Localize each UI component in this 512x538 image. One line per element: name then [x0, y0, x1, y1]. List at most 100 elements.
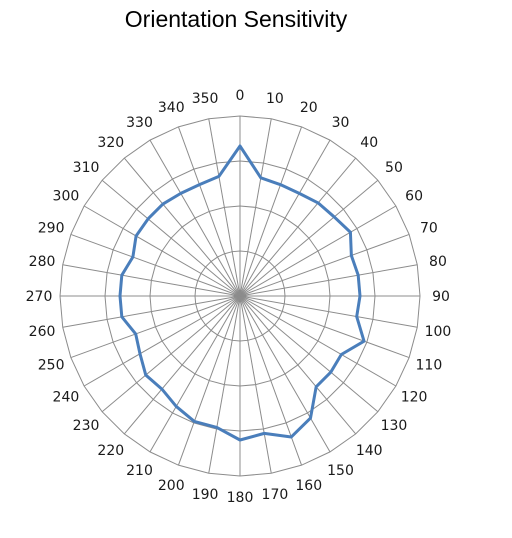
tick-label-130: 130: [381, 418, 408, 434]
data-point-40: [316, 201, 320, 205]
data-point-120: [340, 353, 343, 356]
grid-spoke-330: [149, 139, 241, 297]
data-point-0: [238, 144, 242, 148]
data-point-180: [238, 438, 242, 442]
tick-label-50: 50: [385, 160, 403, 176]
tick-label-340: 340: [158, 100, 185, 116]
grid-spoke-20: [239, 126, 303, 297]
data-point-280: [120, 273, 124, 277]
grid-spoke-110: [239, 295, 410, 359]
data-point-150: [309, 416, 312, 420]
tick-label-250: 250: [38, 358, 65, 374]
tick-label-60: 60: [405, 189, 423, 205]
tick-label-320: 320: [97, 135, 124, 151]
tick-label-160: 160: [295, 478, 322, 494]
grid-spoke-350: [208, 118, 241, 297]
grid-spoke-310: [101, 179, 241, 297]
grid-spoke-100: [239, 295, 418, 328]
tick-label-350: 350: [192, 91, 219, 107]
data-point-70: [350, 254, 353, 257]
tick-label-240: 240: [53, 390, 80, 406]
grid-spoke-250: [70, 295, 241, 359]
data-point-320: [161, 202, 165, 206]
grid-spoke-130: [239, 295, 379, 413]
tick-label-100: 100: [425, 324, 452, 340]
data-point-270: [118, 294, 122, 298]
tick-label-110: 110: [416, 358, 443, 374]
grid-spoke-340: [177, 126, 241, 297]
tick-label-180: 180: [227, 490, 254, 506]
data-point-190: [215, 426, 219, 429]
data-point-220: [160, 387, 164, 391]
data-point-20: [279, 183, 282, 186]
tick-label-270: 270: [26, 289, 53, 305]
grid-spoke-190: [208, 295, 241, 474]
tick-label-30: 30: [332, 115, 350, 131]
data-point-60: [349, 231, 352, 234]
data-point-230: [144, 373, 147, 377]
tick-label-90: 90: [432, 289, 450, 305]
grid-spoke-220: [123, 295, 241, 435]
grid-spoke-210: [149, 295, 241, 453]
data-point-260: [120, 315, 124, 319]
grid-spoke-120: [239, 295, 397, 387]
data-point-10: [259, 176, 263, 180]
grid-spoke-170: [239, 295, 272, 474]
tick-label-280: 280: [29, 254, 56, 270]
data-point-330: [179, 192, 182, 195]
tick-label-220: 220: [97, 443, 124, 459]
tick-label-290: 290: [38, 220, 65, 236]
chart-title: Orientation Sensitivity: [124, 6, 348, 32]
grid-spoke-140: [239, 295, 357, 435]
data-point-350: [217, 175, 221, 178]
data-point-50: [333, 215, 336, 219]
tick-label-230: 230: [73, 418, 100, 434]
tick-label-80: 80: [429, 254, 447, 270]
data-point-80: [356, 273, 360, 277]
grid-spoke-290: [70, 233, 241, 297]
tick-label-10: 10: [266, 91, 284, 107]
tick-label-70: 70: [420, 220, 438, 236]
data-point-90: [358, 294, 362, 298]
data-point-30: [298, 192, 301, 195]
grid-spoke-320: [123, 157, 241, 297]
grid-spoke-240: [83, 295, 241, 387]
data-point-300: [134, 234, 138, 238]
grid-spoke-200: [177, 295, 241, 466]
tick-label-310: 310: [73, 160, 100, 176]
tick-label-120: 120: [401, 390, 428, 406]
tick-label-260: 260: [29, 324, 56, 340]
grid-spoke-50: [239, 179, 379, 297]
data-point-210: [175, 405, 178, 408]
tick-label-0: 0: [236, 88, 245, 104]
data-point-340: [198, 183, 201, 186]
tick-label-200: 200: [158, 478, 185, 494]
data-point-290: [131, 255, 135, 259]
data-point-110: [362, 339, 366, 343]
grid-spoke-30: [239, 139, 331, 297]
grid-spoke-150: [239, 295, 331, 453]
tick-label-140: 140: [356, 443, 383, 459]
tick-label-300: 300: [53, 189, 80, 205]
data-point-240: [138, 352, 142, 355]
tick-label-210: 210: [126, 463, 153, 479]
data-point-200: [193, 420, 196, 423]
data-point-100: [355, 315, 358, 318]
tick-label-20: 20: [300, 100, 318, 116]
tick-label-40: 40: [360, 135, 378, 151]
grid-spoke-10: [239, 118, 272, 297]
data-point-170: [263, 432, 266, 435]
grid-spoke-300: [83, 205, 241, 297]
data-point-310: [146, 217, 150, 221]
data-point-140: [314, 385, 318, 388]
tick-label-170: 170: [262, 487, 289, 503]
data-point-250: [134, 332, 137, 336]
grid-spoke-80: [239, 264, 418, 297]
data-point-160: [290, 435, 293, 439]
tick-label-190: 190: [192, 487, 219, 503]
grid-spoke-60: [239, 205, 397, 297]
grid-spoke-40: [239, 157, 357, 297]
grid-spoke-70: [239, 233, 410, 297]
grid-spoke-260: [62, 295, 241, 328]
